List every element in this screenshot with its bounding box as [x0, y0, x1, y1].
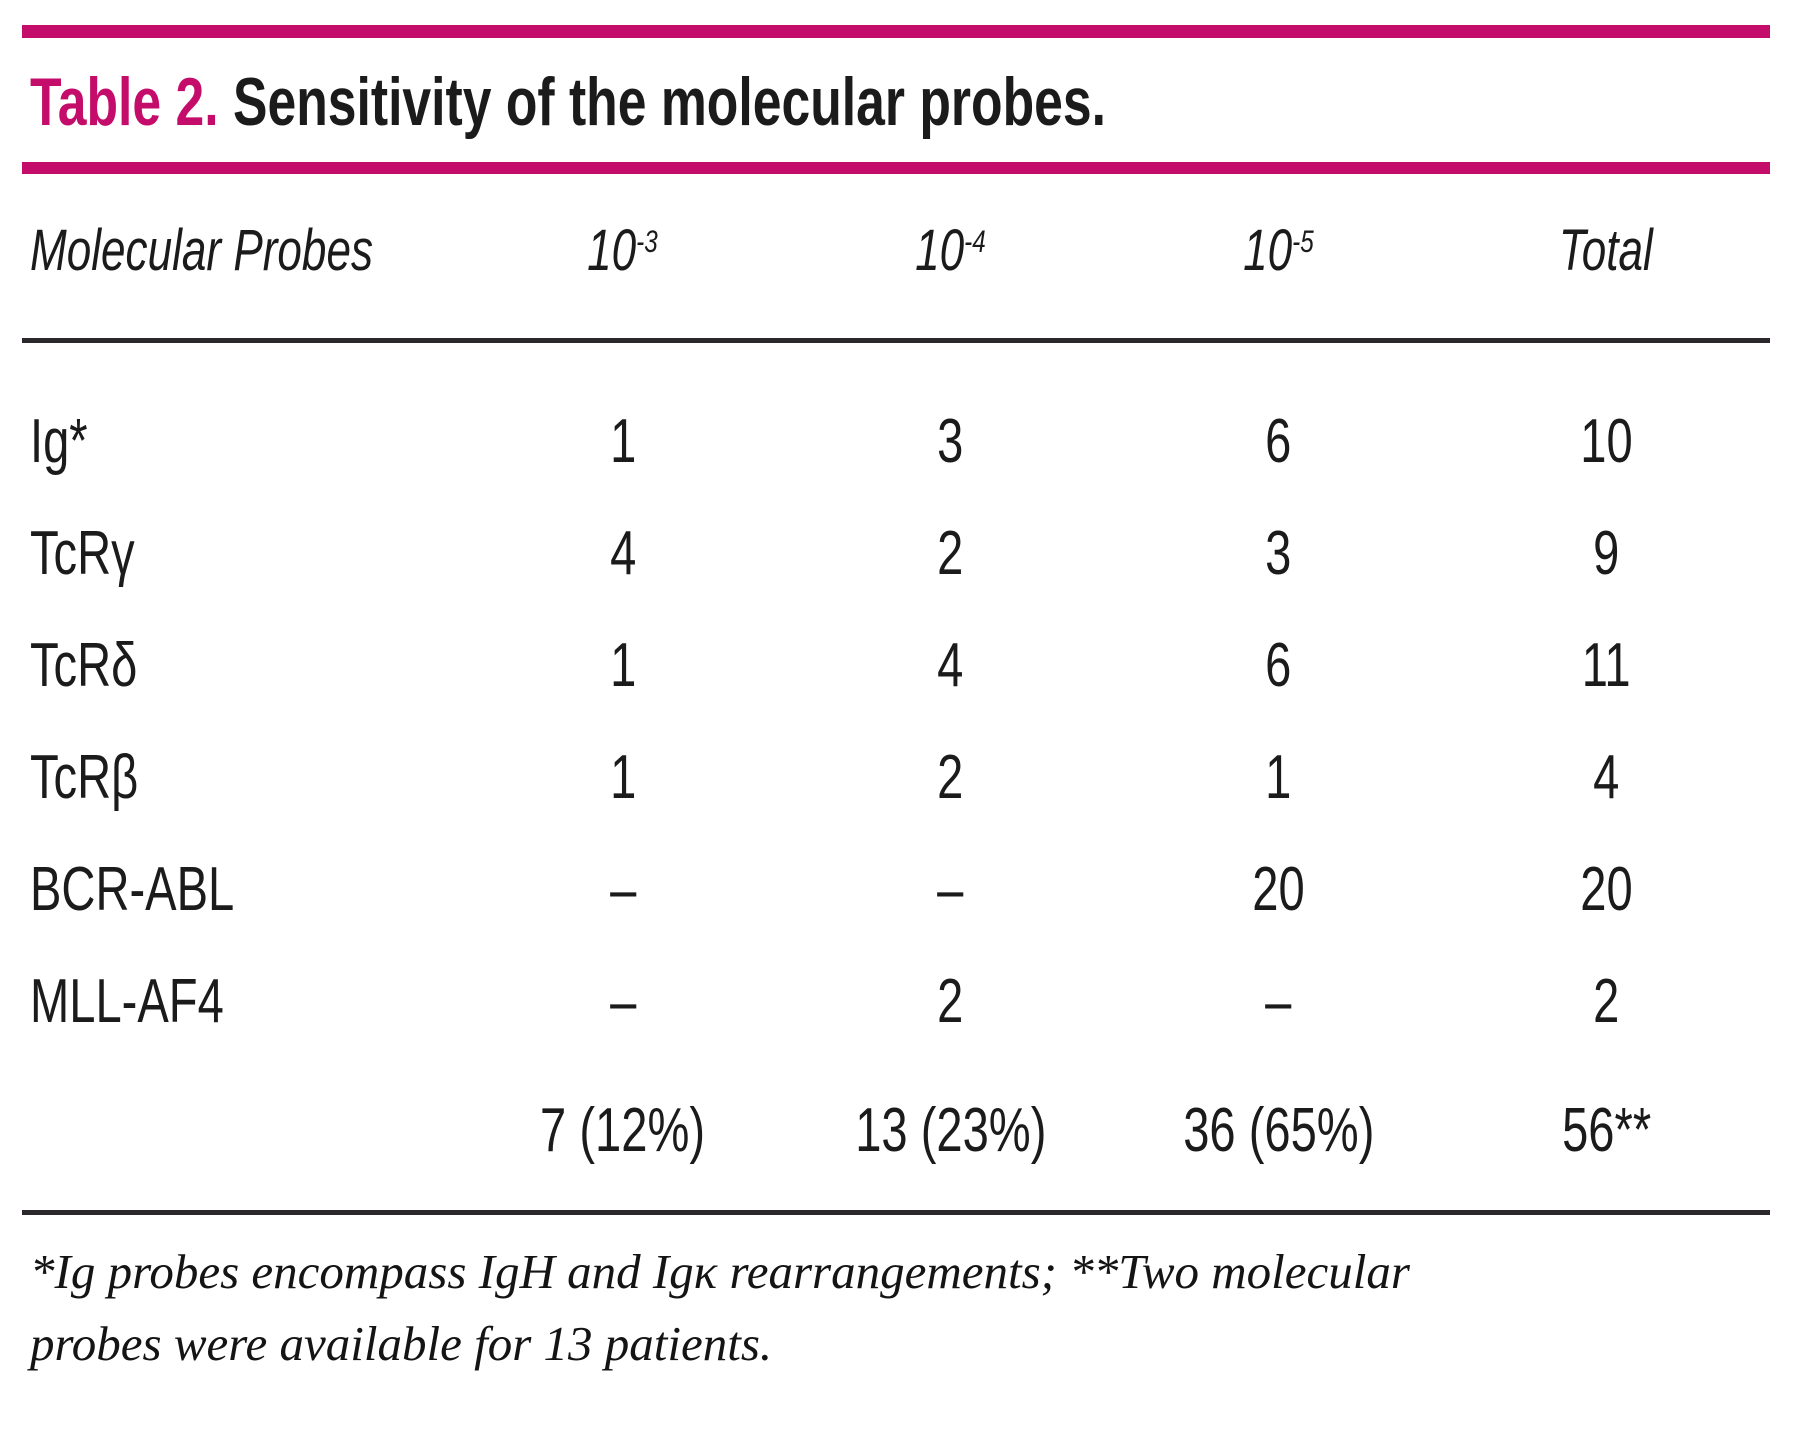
table-title-text: Sensitivity of the molecular probes.	[232, 64, 1107, 140]
value-cell-10-4: 2	[937, 518, 964, 588]
value-cell-10-5: 6	[1265, 406, 1292, 476]
value-cell-10-4: 2	[937, 742, 964, 812]
value-cell-total: 11	[1581, 630, 1631, 700]
value-cell-10-4: –	[937, 854, 964, 924]
column-header-molecular-probes: Molecular Probes	[30, 217, 373, 283]
value-cell-total: 9	[1593, 518, 1620, 588]
probe-name-cell: Ig*	[30, 406, 88, 476]
value-cell-10-5: –	[1265, 966, 1292, 1036]
value-cell-10-3: 1	[609, 742, 636, 812]
summary-value-10-4: 13 (23%)	[855, 1095, 1047, 1165]
summary-value-10-3: 7 (12%)	[540, 1095, 706, 1165]
summary-value-10-5: 36 (65%)	[1182, 1095, 1374, 1165]
superscript-exponent: -5	[1292, 222, 1314, 259]
value-cell-10-4: 4	[937, 630, 964, 700]
table-row: TcRβ 1 2 1 4	[22, 721, 1770, 833]
value-cell-10-4: 3	[937, 406, 964, 476]
table-row: MLL-AF4 – 2 – 2	[22, 945, 1770, 1057]
value-cell-total: 4	[1593, 742, 1620, 812]
value-cell-10-5: 3	[1265, 518, 1292, 588]
title-rule	[22, 162, 1770, 174]
value-cell-10-5: 6	[1265, 630, 1292, 700]
superscript-exponent: -3	[636, 222, 659, 259]
table-header-row: Molecular Probes 10-3 10-4 10-5 Total	[22, 200, 1770, 300]
value-cell-10-5: 20	[1252, 854, 1305, 924]
table-title: Table 2. Sensitivity of the molecular pr…	[30, 68, 1446, 136]
probe-name-cell: BCR-ABL	[30, 854, 235, 924]
value-cell-10-3: 4	[609, 518, 636, 588]
value-cell-10-3: –	[609, 966, 636, 1036]
value-cell-total: 2	[1593, 966, 1620, 1036]
top-rule	[22, 25, 1770, 38]
value-cell-10-4: 2	[937, 966, 964, 1036]
table-row: Ig* 1 3 6 10	[22, 385, 1770, 497]
summary-value-total: 56**	[1561, 1095, 1651, 1165]
footer-divider-rule	[22, 1210, 1770, 1215]
summary-row: 7 (12%) 13 (23%) 36 (65%) 56**	[22, 1075, 1770, 1185]
value-cell-total: 20	[1579, 854, 1633, 924]
table-row: TcRδ 1 4 6 11	[22, 609, 1770, 721]
column-header-dilution-10-5: 10-5	[1243, 217, 1314, 283]
table-row: BCR-ABL – – 20 20	[22, 833, 1770, 945]
value-cell-10-3: –	[609, 854, 636, 924]
column-header-total: Total	[1559, 217, 1654, 283]
value-cell-total: 10	[1579, 406, 1633, 476]
probe-name-cell: TcRγ	[30, 518, 135, 588]
probe-name-cell: TcRβ	[30, 742, 139, 812]
column-header-dilution-10-4: 10-4	[915, 217, 986, 283]
table-footnote: *Ig probes encompass IgH and Igκ rearran…	[30, 1244, 1410, 1371]
table-number-label: Table 2.	[30, 64, 219, 140]
probe-name-cell: MLL-AF4	[30, 966, 224, 1036]
superscript-exponent: -4	[964, 222, 986, 259]
table-rows: Ig* 1 3 6 10 TcRγ 4 2 3 9 TcRδ 1 4 6 11 …	[22, 385, 1770, 1057]
value-cell-10-3: 1	[609, 406, 636, 476]
table-row: TcRγ 4 2 3 9	[22, 497, 1770, 609]
column-header-dilution-10-3: 10-3	[587, 217, 659, 283]
value-cell-10-5: 1	[1265, 742, 1292, 812]
probe-name-cell: TcRδ	[30, 630, 138, 700]
header-divider-rule	[22, 338, 1770, 343]
value-cell-10-3: 1	[609, 630, 636, 700]
